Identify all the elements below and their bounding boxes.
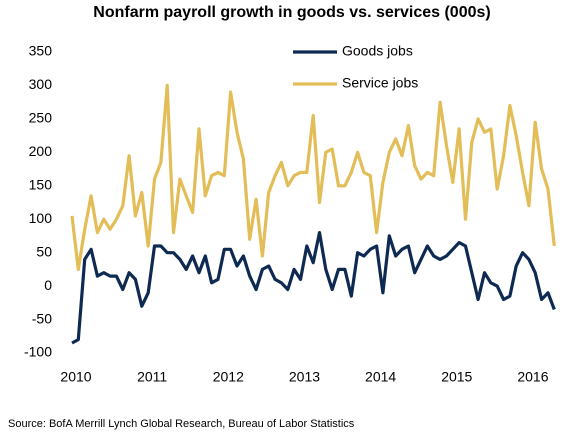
x-tick-label: 2014 (365, 369, 396, 385)
y-tick-label: 50 (36, 243, 52, 259)
legend-label: Goods jobs (342, 43, 413, 59)
legend-label: Service jobs (342, 75, 418, 91)
y-tick-label: 150 (29, 176, 53, 192)
y-tick-label: 300 (29, 76, 53, 92)
y-tick-label: 100 (29, 210, 53, 226)
chart-title: Nonfarm payroll growth in goods vs. serv… (93, 4, 490, 21)
x-tick-label: 2010 (60, 369, 91, 385)
source: Source: BofA Merrill Lynch Global Resear… (8, 418, 355, 430)
y-tick-label: 200 (29, 143, 53, 159)
y-tick-label: -100 (24, 344, 52, 360)
y-tick-label: 350 (29, 43, 53, 59)
x-tick-label: 2015 (441, 369, 472, 385)
y-tick-label: -50 (32, 310, 52, 326)
x-tick-label: 2011 (137, 369, 167, 385)
series-line (71, 231, 556, 345)
y-tick-label: 0 (44, 277, 52, 293)
x-tick-label: 2016 (517, 369, 548, 385)
x-tick-label: 2013 (289, 369, 320, 385)
x-tick-label: 2012 (213, 369, 244, 385)
series-line (70, 83, 556, 271)
y-tick-label: 250 (29, 110, 53, 126)
